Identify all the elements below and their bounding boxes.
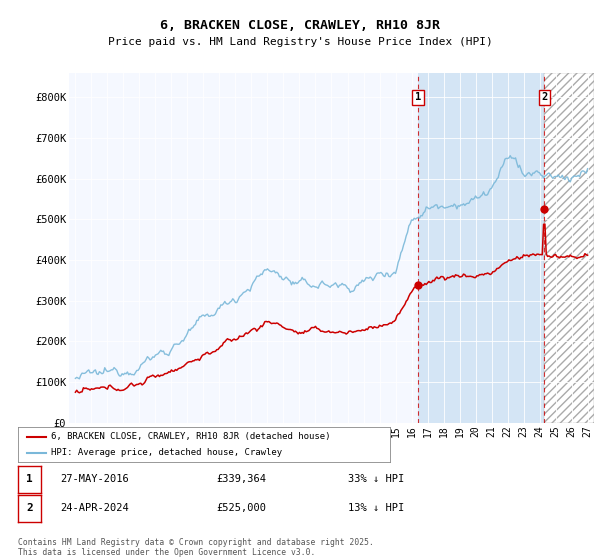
Text: 2: 2 xyxy=(541,92,548,102)
Bar xyxy=(544,73,594,423)
Text: 2: 2 xyxy=(26,503,33,514)
Text: 13% ↓ HPI: 13% ↓ HPI xyxy=(348,503,404,514)
Text: Contains HM Land Registry data © Crown copyright and database right 2025.
This d: Contains HM Land Registry data © Crown c… xyxy=(18,538,374,557)
Text: 1: 1 xyxy=(415,92,421,102)
Text: Price paid vs. HM Land Registry's House Price Index (HPI): Price paid vs. HM Land Registry's House … xyxy=(107,37,493,47)
Text: HPI: Average price, detached house, Crawley: HPI: Average price, detached house, Craw… xyxy=(52,448,283,457)
Text: 6, BRACKEN CLOSE, CRAWLEY, RH10 8JR (detached house): 6, BRACKEN CLOSE, CRAWLEY, RH10 8JR (det… xyxy=(52,432,331,441)
Text: £339,364: £339,364 xyxy=(216,474,266,484)
Text: 24-APR-2024: 24-APR-2024 xyxy=(60,503,129,514)
Text: 6, BRACKEN CLOSE, CRAWLEY, RH10 8JR: 6, BRACKEN CLOSE, CRAWLEY, RH10 8JR xyxy=(160,18,440,32)
Bar xyxy=(544,73,594,423)
Text: £525,000: £525,000 xyxy=(216,503,266,514)
Text: 27-MAY-2016: 27-MAY-2016 xyxy=(60,474,129,484)
Text: 33% ↓ HPI: 33% ↓ HPI xyxy=(348,474,404,484)
Text: 1: 1 xyxy=(26,474,33,484)
Bar xyxy=(418,73,544,423)
